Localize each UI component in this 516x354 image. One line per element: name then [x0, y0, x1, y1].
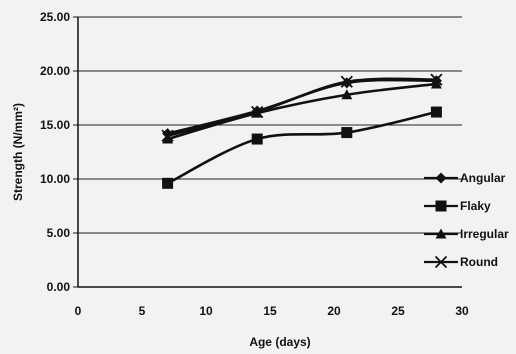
y-tick-label: 0.00 — [47, 280, 71, 294]
y-tick-label: 10.00 — [40, 172, 70, 186]
series-lines — [167, 77, 437, 185]
y-tick-label: 25.00 — [40, 10, 70, 24]
series-markers — [161, 73, 443, 189]
data-point-irregular — [162, 133, 174, 144]
data-point-flaky — [251, 133, 263, 145]
y-tick-label: 20.00 — [40, 64, 70, 78]
series-line-irregular — [167, 82, 437, 141]
legend-label-angular: Angular — [460, 171, 506, 185]
legend-item-flaky: Flaky — [424, 199, 491, 213]
x-tick-label: 30 — [455, 304, 469, 318]
data-point-flaky — [430, 106, 442, 118]
data-point-flaky — [162, 177, 174, 189]
legend-label-flaky: Flaky — [460, 199, 491, 213]
y-tick-label: 5.00 — [47, 226, 71, 240]
x-tick-label: 20 — [327, 304, 341, 318]
gridlines — [78, 16, 462, 234]
data-point-round — [251, 105, 264, 119]
x-tick-label: 5 — [139, 304, 146, 318]
marker-stroke — [161, 129, 174, 142]
legend-item-angular: Angular — [424, 171, 506, 185]
data-point-round — [161, 129, 174, 142]
legend: Angular Flaky Irregular Round — [424, 171, 509, 269]
legend-item-irregular: Irregular — [424, 227, 509, 241]
y-tick-label: 15.00 — [40, 118, 70, 132]
x-tick-label: 15 — [263, 304, 277, 318]
data-point-irregular — [341, 89, 353, 100]
series-line-round — [167, 77, 437, 138]
marker-stroke — [251, 105, 264, 119]
marker-stroke — [430, 73, 443, 86]
data-point-flaky — [341, 127, 353, 139]
y-axis-title: Strength (N/mm²) — [11, 103, 25, 201]
legend-marker-angular — [435, 172, 447, 184]
data-point-irregular — [430, 78, 442, 89]
marker-stroke — [434, 255, 448, 269]
legend-marker-round — [434, 255, 448, 269]
data-point-round — [340, 75, 353, 88]
data-point-round — [430, 73, 443, 86]
y-tick-labels: 0.00 5.00 10.00 15.00 20.00 25.00 — [40, 10, 78, 294]
legend-label-round: Round — [460, 255, 498, 269]
marker-stroke — [340, 75, 353, 88]
legend-label-irregular: Irregular — [460, 227, 509, 241]
legend-marker-irregular — [435, 228, 447, 239]
series-line-flaky — [167, 110, 437, 185]
x-tick-labels: 0 5 10 15 20 25 30 — [75, 304, 469, 318]
x-tick-label: 0 — [75, 304, 82, 318]
legend-marker-flaky — [435, 200, 447, 212]
x-tick-label: 25 — [391, 304, 405, 318]
x-tick-label: 10 — [199, 304, 213, 318]
x-axis-title: Age (days) — [249, 335, 310, 349]
legend-item-round: Round — [424, 255, 498, 269]
